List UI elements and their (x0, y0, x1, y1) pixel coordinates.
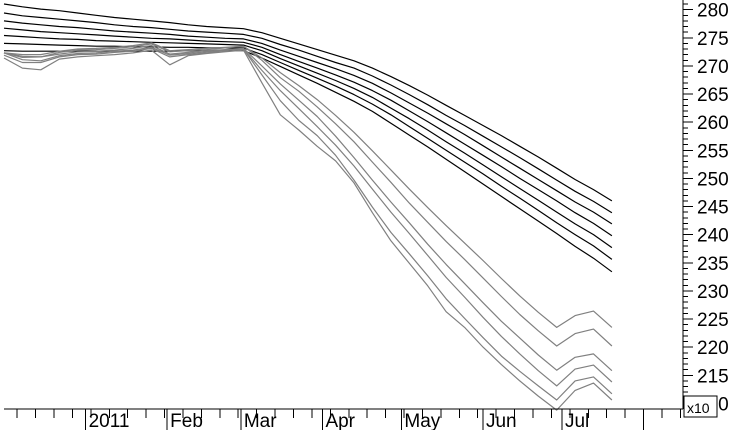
series-line-upper-5 (3, 34, 613, 249)
series-line-upper-4 (3, 27, 613, 237)
series-line-upper-6 (3, 42, 613, 260)
series-line-upper-2 (3, 12, 613, 214)
x-tick-label: Mar (244, 411, 277, 430)
y-tick-label: 245 (697, 198, 729, 219)
x-tick-label: May (404, 411, 440, 430)
x-tick-label: 2011 (89, 411, 130, 430)
y-tick-label: 230 (697, 282, 729, 303)
y-axis-tick-labels: 2102152202252302352402452502552602652702… (697, 1, 729, 416)
y-tick-label: 215 (697, 366, 729, 387)
y-tick-label: 235 (697, 254, 729, 275)
y-multiplier-box (683, 395, 718, 418)
y-tick-label: 220 (697, 338, 729, 359)
y-tick-label: 255 (697, 141, 729, 162)
x-axis-tick-labels: 2011 Feb Mar Apr May Jun Jul (89, 411, 590, 430)
y-tick-label: 240 (697, 226, 729, 247)
series-line-lower-13 (3, 49, 613, 411)
y-tick-label: 275 (697, 29, 729, 50)
series-line-lower-10 (3, 46, 613, 387)
series-line-lower-9 (3, 44, 613, 372)
series-line-upper-3 (3, 20, 613, 225)
series-line-lower-8 (3, 43, 613, 347)
x-tick-label: Jul (565, 411, 589, 430)
x-axis-ticks (16, 409, 681, 430)
y-tick-label: 260 (697, 113, 729, 134)
x-tick-label: Feb (170, 411, 203, 430)
series-line-lower-12 (3, 47, 613, 401)
x-tick-label: Apr (325, 411, 355, 430)
series-line-upper-1 (3, 3, 613, 202)
y-tick-label: 280 (697, 1, 729, 22)
series-lines (3, 3, 613, 411)
x-tick-label: Jun (486, 411, 517, 430)
y-tick-label: 270 (697, 57, 729, 78)
y-tick-label: 250 (697, 169, 729, 190)
y-tick-label: 225 (697, 310, 729, 331)
series-line-lower-11 (3, 42, 613, 328)
series-line-upper-7 (3, 50, 613, 273)
y-axis-ticks (683, 3, 693, 404)
y-multiplier-label: x10 (687, 400, 710, 416)
y-tick-label: 265 (697, 85, 729, 106)
